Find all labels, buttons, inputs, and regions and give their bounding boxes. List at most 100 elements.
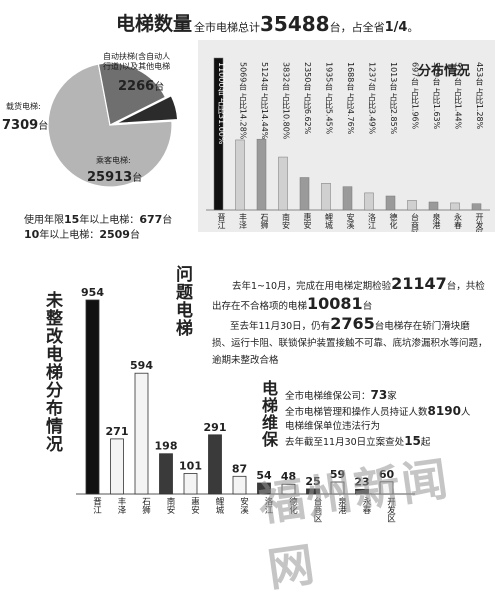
age-line-10: 10年以上电梯：2509台 [24, 228, 140, 241]
unfixed-bar [257, 482, 271, 495]
distribution-value-label: 1935台 占比5.45% [325, 62, 334, 135]
distribution-category-label: 永春 [454, 212, 463, 229]
unfixed-bar [330, 481, 345, 495]
distribution-bar-chart: 11000台 占比31.00% 晋江 5069台 占比14.28% 丰泽 5124台 占… [206, 57, 490, 232]
unfixed-category-label: 惠安 [190, 496, 200, 515]
unfixed-value-label: 291 [204, 421, 227, 434]
unfixed-value-label: 271 [106, 425, 129, 438]
distribution-value-label: 579台 占比1.63% [432, 62, 441, 130]
distribution-category-label: 开发区 [475, 213, 484, 232]
unfixed-category-label: 永春 [361, 496, 371, 515]
distribution-bar [428, 201, 439, 211]
distribution-category-label: 泉港 [432, 212, 441, 230]
unfixed-category-label: 开发区 [386, 497, 396, 523]
distribution-category-label: 石狮 [260, 213, 269, 230]
distribution-value-label: 1688台 占比4.76% [346, 62, 355, 135]
maintenance-title: 电梯维保 [262, 379, 279, 449]
distribution-bar [471, 203, 482, 211]
distribution-bar [321, 183, 331, 211]
unfixed-category-label: 石狮 [141, 497, 151, 515]
pie-label-freight: 载货电梯: [6, 102, 41, 111]
unfixed-value-label: 25 [305, 475, 320, 488]
distribution-title: 分布情况 [418, 64, 471, 79]
distribution-value-label: 11000台 占比31.00% [217, 62, 226, 145]
unfixed-value-label: 60 [379, 468, 395, 481]
unfixed-value-label: 954 [81, 286, 104, 299]
distribution-value-label: 2350台 占比6.62% [303, 62, 312, 135]
pie-slice-freight [97, 62, 167, 126]
distribution-category-label: 惠安 [303, 212, 312, 230]
distribution-category-label: 丰泽 [239, 212, 248, 230]
unfixed-category-label: 德化 [288, 496, 298, 515]
distribution-category-label: 安溪 [346, 212, 355, 230]
unfixed-bar [183, 473, 198, 495]
unfixed-category-label: 南安 [165, 496, 175, 515]
distribution-bar [450, 202, 460, 211]
unfixed-bar [232, 475, 247, 495]
total-value: 35488 [260, 12, 330, 36]
top-section: 电梯数量 全市电梯总计35488台，占全省1/4。 分布情况 11000台 占比… [0, 0, 500, 241]
maintenance-text: 全市电梯维保公司：73家 全市电梯管理和操作人员持证人数8190人 电梯维保单位… [285, 388, 471, 448]
pie-value-freight: 7309台 [2, 118, 49, 133]
unfixed-value-label: 59 [330, 468, 345, 481]
unfixed-bar [159, 453, 173, 495]
unfixed-category-label: 丰泽 [116, 496, 126, 515]
pie-value-escalator: 2266台 [118, 79, 165, 94]
pie-value-passenger: 25913台 [87, 170, 143, 185]
distribution-bar [256, 138, 267, 211]
unfixed-value-label: 594 [130, 359, 153, 372]
distribution-bar [385, 195, 396, 211]
unfixed-category-label: 安溪 [239, 496, 249, 515]
distribution-value-label: 453台 占比1.28% [475, 62, 484, 130]
distribution-category-label: 德化 [389, 212, 398, 230]
total-summary: 全市电梯总计35488台，占全省1/4。 [194, 12, 419, 36]
distribution-value-label: 1237台 占比3.49% [368, 62, 377, 135]
unfixed-bar [379, 481, 394, 495]
unfixed-value-label: 198 [155, 440, 178, 453]
unfixed-bar [281, 483, 296, 495]
unfixed-category-label: 鲤城 [214, 496, 224, 515]
distribution-bar [278, 156, 288, 211]
distribution-category-label: 南安 [282, 212, 291, 230]
distribution-category-label: 台商区 [411, 212, 420, 232]
distribution-value-label: 5124台 占比14.44% [260, 62, 269, 140]
unfixed-value-label: 23 [354, 475, 369, 488]
distribution-value-label: 3832台 占比10.80% [282, 62, 291, 140]
unfixed-bar [355, 488, 369, 495]
pie-slice-escalator [115, 94, 179, 125]
distribution-category-label: 晋江 [217, 213, 226, 230]
distribution-value-label: 5069台 占比14.28% [239, 62, 248, 140]
distribution-bar [213, 57, 224, 211]
unfixed-category-label: 洛江 [263, 496, 273, 515]
distribution-bar [235, 139, 245, 211]
age-line-15: 使用年限15年以上电梯：677台 [24, 213, 173, 226]
unfixed-bar [110, 438, 124, 495]
unfixed-bar [306, 488, 320, 495]
unfixed-bar-chart: 954 晋江 271 丰泽 594 石狮 198 南安 101 惠安 291 鲤城 87 安溪 54 洛江 48… [76, 286, 415, 523]
unfixed-distribution-title: 未整改电梯分布情况 [46, 291, 63, 455]
unfixed-bar [85, 299, 100, 495]
pie-label-passenger: 乘客电梯: [96, 156, 131, 165]
elevator-type-pie-chart [47, 62, 179, 188]
elevator-count-title: 电梯数量 [116, 13, 193, 35]
unfixed-bar [134, 372, 149, 495]
unfixed-value-label: 54 [256, 469, 272, 482]
pie-label-escalator: 自动扶梯(含自动人 行道)以及其他电梯 [103, 52, 171, 71]
distribution-bar [364, 192, 374, 211]
unfixed-category-label: 泉港 [337, 496, 347, 515]
distribution-bar [342, 186, 353, 211]
distribution-value-label: 697台 占比1.96% [411, 62, 420, 130]
distribution-category-label: 洛江 [368, 212, 377, 230]
unfixed-value-label: 87 [232, 462, 247, 475]
unfixed-category-label: 台商区 [312, 496, 322, 522]
unfixed-value-label: 101 [179, 459, 202, 472]
distribution-bar [299, 177, 310, 211]
distribution-bar [407, 200, 417, 211]
distribution-category-label: 鲤城 [325, 212, 334, 230]
unfixed-value-label: 48 [281, 470, 296, 483]
distribution-value-label: 511台 占比1.44% [454, 62, 463, 130]
unfixed-category-label: 晋江 [92, 497, 102, 515]
problem-elevator-title: 问题电梯 [176, 265, 193, 339]
problem-text: 去年1~10月，完成在用电梯定期检验21147台，共检 出存在不合格项的电梯10… [212, 274, 488, 366]
unfixed-bar [208, 434, 222, 495]
